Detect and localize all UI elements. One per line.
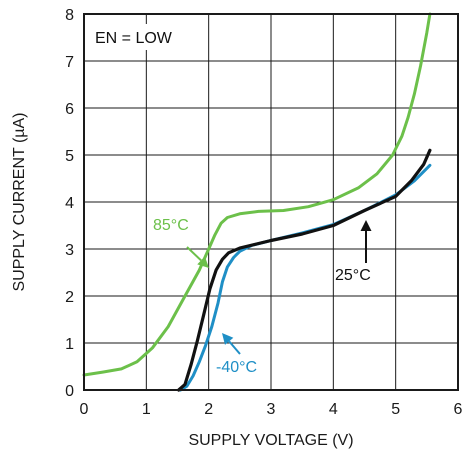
arrow-85c (186, 246, 209, 268)
annotation-en-low: EN = LOW (95, 30, 173, 47)
x-tick-label: 3 (267, 401, 276, 418)
y-tick-label: 6 (65, 101, 74, 118)
x-tick-label: 5 (391, 401, 400, 418)
x-tick-label: 0 (80, 401, 89, 418)
x-tick-label: 1 (142, 401, 151, 418)
tick-labels: 0 1 2 3 4 5 6 0 1 2 3 4 5 6 7 8 (65, 7, 462, 418)
y-tick-label: 7 (65, 54, 74, 71)
y-tick-label: 5 (65, 148, 74, 165)
x-tick-label: 6 (454, 401, 463, 418)
grid-lines (83, 13, 459, 391)
y-tick-label: 2 (65, 289, 74, 306)
series-line-85c (82, 12, 432, 377)
plot-frame (83, 13, 459, 391)
annotation-25c: 25°C (335, 267, 371, 284)
annotation-minus40c: -40°C (216, 359, 257, 376)
y-tick-label: 8 (65, 7, 74, 24)
y-axis-title: SUPPLY CURRENT (µA) (11, 112, 28, 291)
arrow-25c (360, 220, 372, 263)
annotation-85c: 85°C (153, 217, 189, 234)
series-line-25c (177, 148, 432, 392)
y-tick-label: 1 (65, 336, 74, 353)
y-tick-label: 0 (65, 383, 74, 400)
annotation-arrows (186, 220, 372, 355)
x-tick-label: 2 (204, 401, 213, 418)
annotation-en-low-bg (89, 24, 189, 50)
x-tick-label: 4 (329, 401, 338, 418)
y-tick-label: 4 (65, 195, 74, 212)
arrow-minus40c (222, 333, 241, 355)
series-lines (82, 12, 432, 392)
x-axis-title: SUPPLY VOLTAGE (V) (188, 432, 353, 449)
y-tick-label: 3 (65, 242, 74, 259)
